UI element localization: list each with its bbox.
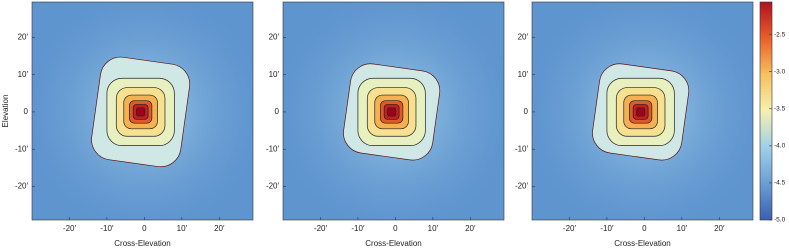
x-tick-label: -10′: [100, 224, 114, 233]
y-tick-label: -20′: [15, 182, 29, 191]
colorbar-tick-label: -3.5: [774, 105, 786, 112]
colorbar: [759, 1, 773, 221]
x-tick-label: 0: [642, 224, 647, 233]
x-axis-label: Cross-Elevation: [614, 239, 670, 248]
x-tick-label: 10′: [677, 224, 688, 233]
y-tick-label: 0: [275, 107, 280, 116]
x-tick-label: -20′: [314, 224, 328, 233]
frame: [282, 1, 505, 221]
x-tick-label: -20′: [63, 224, 77, 233]
x-tick-label: -20′: [563, 224, 577, 233]
x-tick-label: 10′: [428, 224, 439, 233]
frame: [31, 1, 254, 221]
x-tick-label: 10′: [177, 224, 188, 233]
x-tick-label: -10′: [600, 224, 614, 233]
y-tick-label: 20′: [269, 33, 280, 42]
colorbar-tick-label: -3.0: [774, 68, 786, 75]
contour: [387, 107, 397, 117]
frame: [531, 1, 754, 221]
heatmap: [532, 2, 753, 220]
contour: [136, 107, 146, 117]
y-tick-label: 10′: [518, 70, 529, 79]
x-tick-label: 20′: [214, 224, 225, 233]
y-tick-label: 0: [524, 107, 529, 116]
x-tick-label: 20′: [465, 224, 476, 233]
x-axis-label: Cross-Elevation: [365, 239, 421, 248]
x-tick-label: 0: [393, 224, 398, 233]
y-tick-label: -10′: [266, 144, 280, 153]
x-tick-label: 20′: [714, 224, 725, 233]
contour: [636, 107, 646, 117]
y-tick-label: -20′: [515, 182, 529, 191]
y-tick-label: 20′: [18, 33, 29, 42]
colorbar-tick-label: -2.5: [774, 31, 786, 38]
heatmap: [32, 2, 253, 220]
y-tick-label: 20′: [518, 33, 529, 42]
x-tick-label: 0: [142, 224, 147, 233]
colorbar-tick-label: -4.5: [774, 180, 786, 187]
y-tick-label: -10′: [515, 144, 529, 153]
y-tick-label: 10′: [269, 70, 280, 79]
colorbar-tick-label: -5.0: [774, 217, 786, 224]
y-tick-label: -10′: [15, 144, 29, 153]
y-tick-label: -20′: [266, 182, 280, 191]
y-axis-label: Elevation: [1, 95, 10, 128]
x-axis-label: Cross-Elevation: [114, 239, 170, 248]
heatmap: [283, 2, 504, 220]
colorbar-tick-label: -4.0: [774, 143, 786, 150]
y-tick-label: 10′: [18, 70, 29, 79]
x-tick-label: -10′: [351, 224, 365, 233]
y-tick-label: 0: [24, 107, 29, 116]
